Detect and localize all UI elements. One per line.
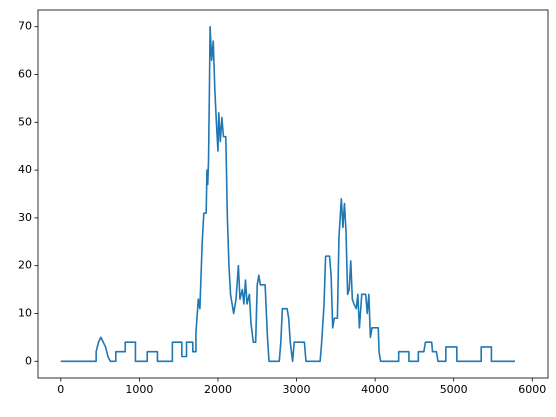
x-tick-label: 6000 <box>518 383 546 396</box>
x-tick-label: 2000 <box>204 383 232 396</box>
x-tick-label: 1000 <box>125 383 153 396</box>
data-line <box>60 25 515 363</box>
y-tick-label: 70 <box>18 20 32 33</box>
y-tick-label: 40 <box>18 163 32 176</box>
x-tick-label: 5000 <box>440 383 468 396</box>
y-tick-label: 0 <box>25 354 32 367</box>
x-tick-label: 4000 <box>361 383 389 396</box>
y-tick-label: 20 <box>18 259 32 272</box>
y-tick-label: 50 <box>18 115 32 128</box>
x-tick-label: 3000 <box>283 383 311 396</box>
y-tick-label: 30 <box>18 211 32 224</box>
y-tick-label: 60 <box>18 68 32 81</box>
y-tick-label: 10 <box>18 306 32 319</box>
x-tick-label: 0 <box>57 383 64 396</box>
plot-frame <box>37 9 549 379</box>
